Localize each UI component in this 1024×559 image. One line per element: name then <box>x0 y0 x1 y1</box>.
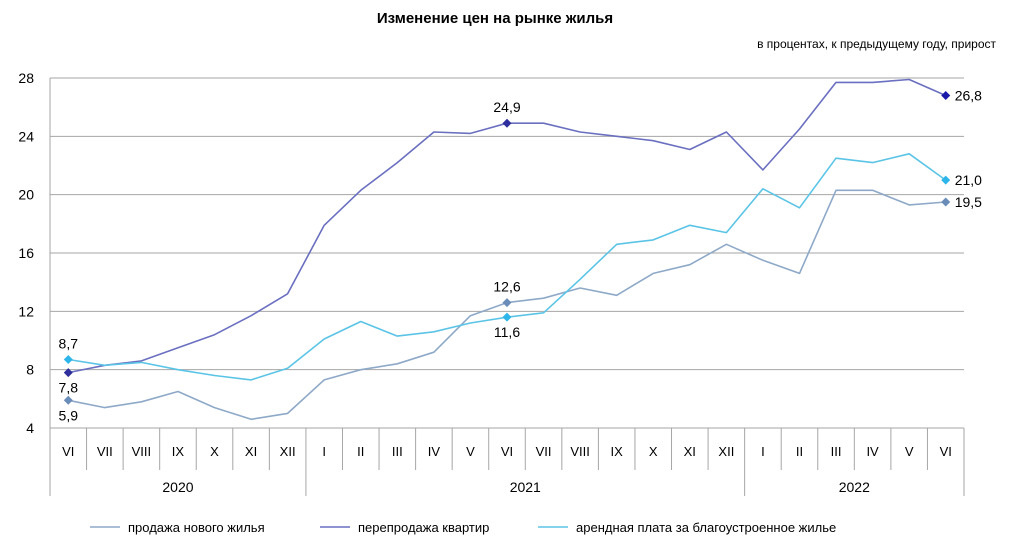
data-marker <box>63 354 73 364</box>
x-tick-label: IX <box>611 444 624 459</box>
x-tick-label: II <box>357 444 364 459</box>
data-markers: 7,8 8,7 5,9 24,9 12,6 11,6 26,8 21,0 19,5 <box>59 88 983 424</box>
y-tick-label: 8 <box>26 362 34 378</box>
x-tick-label: VIII <box>132 444 152 459</box>
data-marker <box>941 175 951 185</box>
y-tick-label: 24 <box>18 128 34 144</box>
series-lines <box>68 78 947 421</box>
x-tick-label: IV <box>866 444 879 459</box>
data-label: 24,9 <box>493 99 520 115</box>
legend: продажа нового жилья перепродажа квартир а… <box>90 520 836 535</box>
x-tick-label: III <box>831 444 842 459</box>
data-marker <box>502 118 512 128</box>
y-tick-label: 16 <box>18 245 34 261</box>
x-tick-label: V <box>905 444 914 459</box>
data-label: 8,7 <box>59 335 79 351</box>
data-label: 21,0 <box>955 172 982 188</box>
x-tick-label: I <box>322 444 326 459</box>
data-marker <box>502 298 512 308</box>
x-tick-label: VI <box>62 444 74 459</box>
data-marker <box>941 91 951 100</box>
chart-title: Изменение цен на рынке жилья <box>376 10 614 27</box>
data-marker <box>63 395 73 405</box>
data-marker <box>941 197 951 207</box>
x-tick-label: VIII <box>570 444 590 459</box>
x-tick-label: VII <box>536 444 552 459</box>
y-tick-label: 20 <box>18 187 34 203</box>
series-line-3 <box>68 153 947 381</box>
data-label: 19,5 <box>955 194 982 210</box>
legend-label: продажа нового жилья <box>128 520 265 535</box>
x-tick-label: X <box>210 444 219 459</box>
x-tick-label: II <box>796 444 803 459</box>
x-tick-label: IX <box>172 444 185 459</box>
x-tick-label: I <box>761 444 765 459</box>
year-label: 2021 <box>510 479 541 495</box>
x-tick-label: XII <box>718 444 734 459</box>
year-label: 2022 <box>839 479 870 495</box>
legend-label: арендная плата за благоустроенное жилье <box>576 520 836 535</box>
year-label: 2020 <box>162 479 193 495</box>
data-label: 11,6 <box>494 324 520 340</box>
data-label: 12,6 <box>493 279 520 295</box>
y-tick-label: 12 <box>18 303 34 319</box>
x-tick-label: X <box>649 444 658 459</box>
x-tick-label: III <box>392 444 403 459</box>
data-label: 26,8 <box>955 88 982 104</box>
data-marker <box>63 368 73 378</box>
legend-label: перепродажа квартир <box>358 520 489 535</box>
y-tick-label: 4 <box>26 420 34 436</box>
data-label: 7,8 <box>59 380 79 396</box>
data-marker <box>502 312 512 322</box>
x-axis: VI VII VIII IX X XI XII I II III IV V VI VII VIII IX X XI… <box>49 427 965 496</box>
x-tick-label: V <box>466 444 475 459</box>
y-tick-label: 28 <box>18 70 34 86</box>
x-tick-label: XII <box>280 444 296 459</box>
x-tick-label: XI <box>245 444 257 459</box>
chart-subtitle: в процентах, к предыдущему году, прирост <box>757 37 996 51</box>
x-tick-label: VI <box>501 444 513 459</box>
x-tick-label: VII <box>97 444 113 459</box>
x-tick-label: VI <box>940 444 952 459</box>
x-tick-label: XI <box>684 444 696 459</box>
x-tick-label: IV <box>428 444 441 459</box>
data-label: 5,9 <box>59 407 79 423</box>
grid-lines: 4 8 12 16 20 24 28 <box>18 70 964 436</box>
